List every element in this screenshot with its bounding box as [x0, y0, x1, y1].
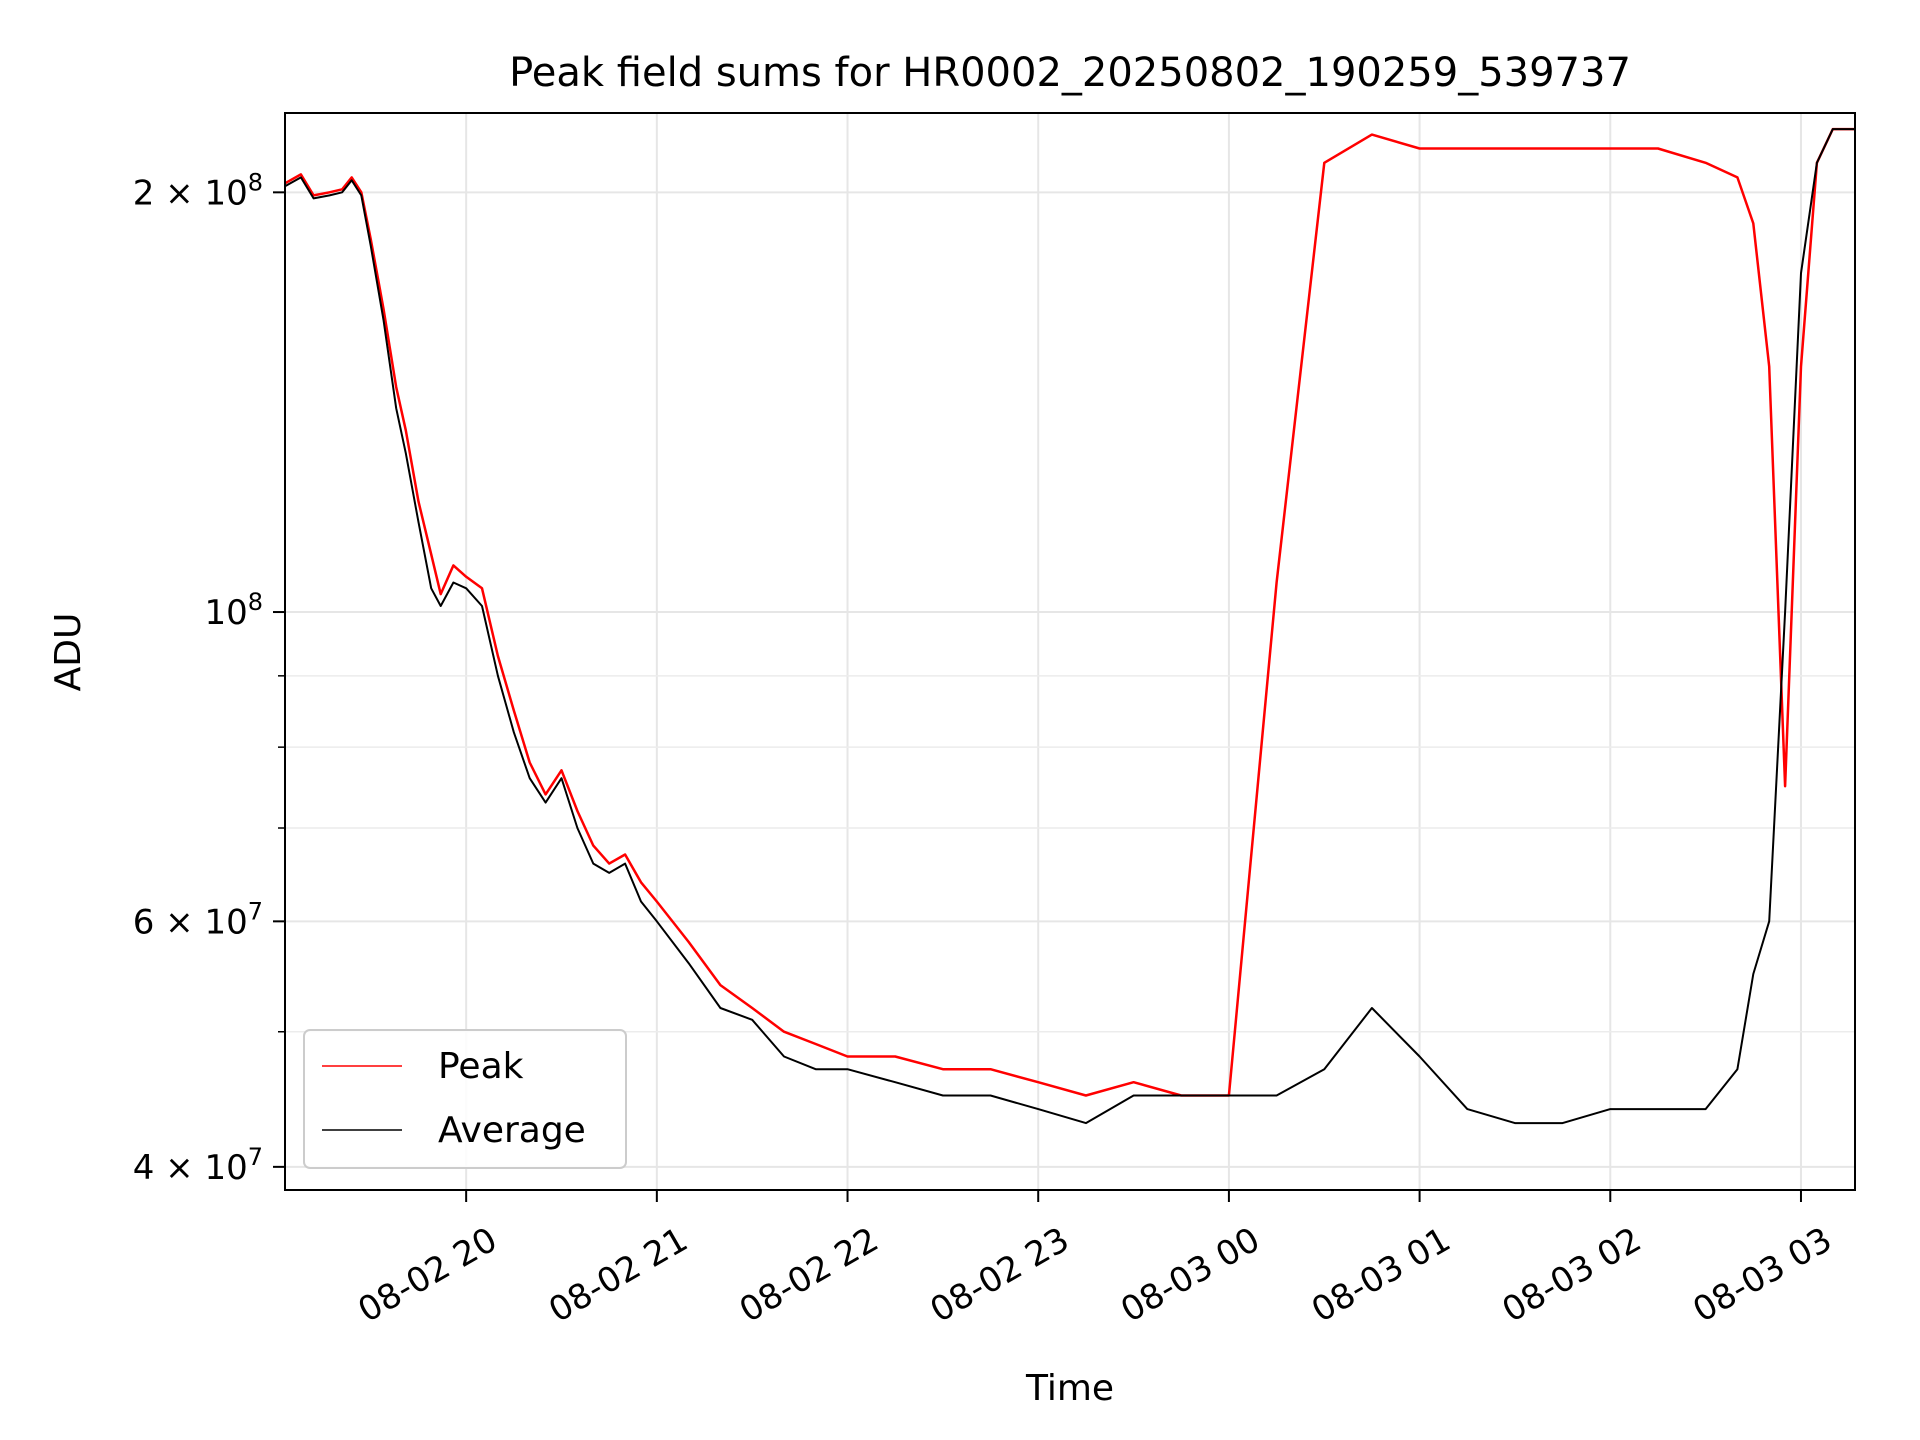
y-tick-label: 2 × 108	[133, 168, 263, 213]
y-tick-label: 6 × 107	[133, 897, 263, 942]
series-line-peak	[284, 127, 1855, 1097]
grid	[285, 113, 1855, 1190]
series-line-average	[284, 128, 1855, 1125]
legend: Peak Average	[303, 1029, 627, 1169]
axes-frame	[284, 112, 1856, 1191]
y-axis: 4 × 107 6 × 107 108 2 × 108	[133, 168, 285, 1188]
chart-title: Peak field sums for HR0002_20250802_1902…	[509, 50, 1631, 96]
legend-box	[303, 1029, 627, 1169]
y-tick-label: 4 × 107	[133, 1143, 263, 1188]
y-tick-label: 108	[204, 588, 263, 633]
y-axis-label: ADU	[48, 613, 89, 692]
legend-label-peak: Peak	[438, 1046, 524, 1087]
plot-area	[284, 127, 1855, 1125]
x-axis-label: Time	[1025, 1368, 1114, 1409]
legend-label-average: Average	[438, 1110, 586, 1151]
